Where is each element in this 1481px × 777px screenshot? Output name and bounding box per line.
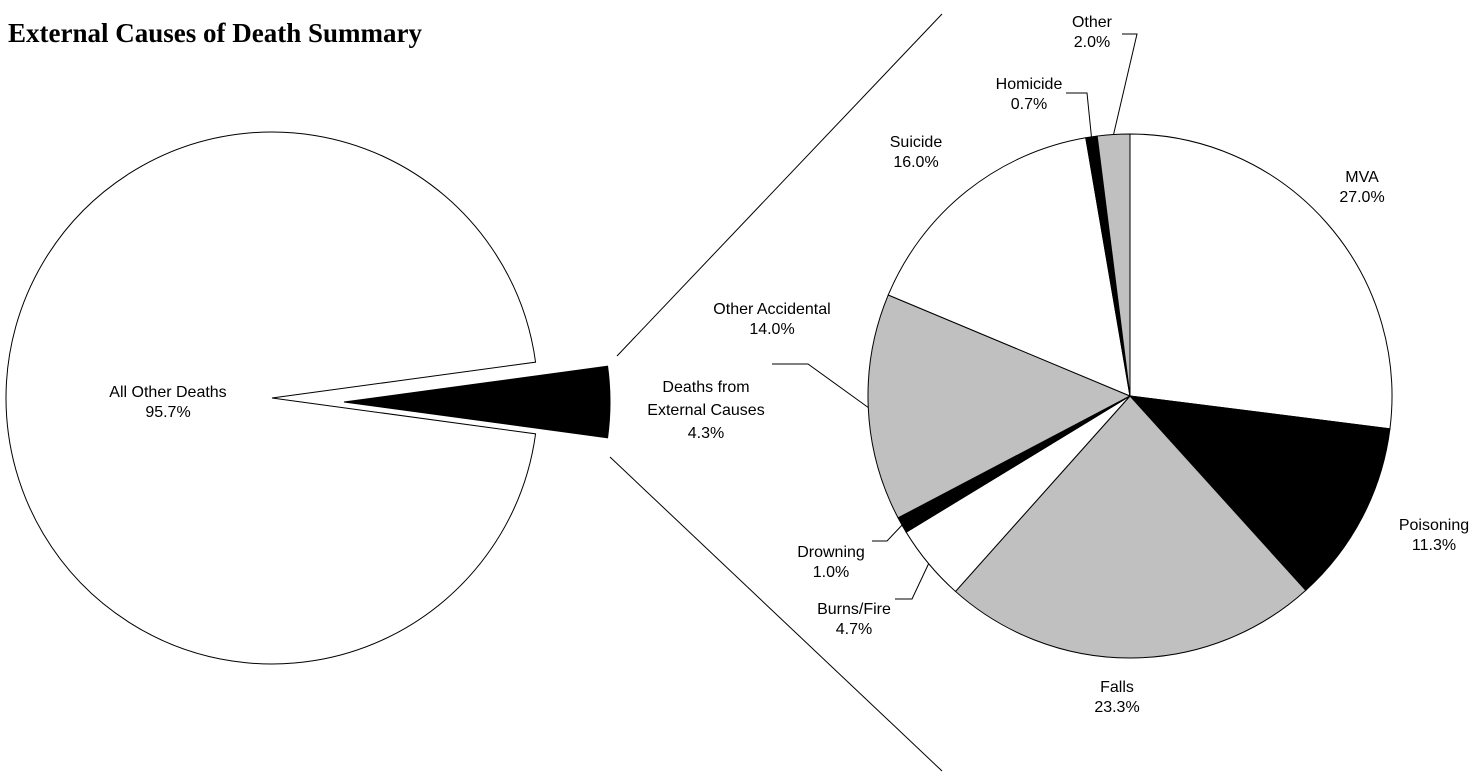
slice-falls xyxy=(954,395,1307,659)
label-deaths-from-external-causes-name: External Causes xyxy=(647,402,764,419)
label-homicide: Homicide 0.7% xyxy=(996,76,1063,113)
leader-line-homicide xyxy=(1066,92,1092,137)
label-suicide-value: 16.0% xyxy=(893,154,938,171)
label-homicide-name: Homicide xyxy=(996,76,1063,93)
label-other: Other 2.0% xyxy=(1072,14,1113,51)
label-homicide-value: 0.7% xyxy=(1011,96,1047,113)
label-deaths-from-external-causes-value: 4.3% xyxy=(688,425,724,442)
label-all-other-deaths-value: 95.7% xyxy=(145,404,190,421)
slice-all-other-deaths xyxy=(5,131,537,665)
label-drowning-value: 1.0% xyxy=(813,564,849,581)
slice-other xyxy=(1096,133,1131,397)
label-other-accidental-name: Other Accidental xyxy=(713,301,830,318)
slice-poisoning xyxy=(1128,395,1391,592)
label-falls-name: Falls xyxy=(1100,679,1134,696)
label-suicide-name: Suicide xyxy=(890,134,943,151)
label-other-value: 2.0% xyxy=(1074,34,1110,51)
label-burns-fire-value: 4.7% xyxy=(836,621,872,638)
label-drowning: Drowning 1.0% xyxy=(797,544,865,581)
label-drowning-name: Drowning xyxy=(797,544,865,561)
leader-line-other-accidental xyxy=(772,363,869,408)
leader-line-burns-fire xyxy=(895,563,930,600)
leader-line-other xyxy=(1113,33,1138,135)
connector-line-top xyxy=(616,13,943,357)
label-mva-value: 27.0% xyxy=(1339,189,1384,206)
label-poisoning-value: 11.3% xyxy=(1412,537,1456,554)
label-suicide: Suicide 16.0% xyxy=(890,134,943,171)
slice-mva xyxy=(1129,133,1393,430)
label-other-name: Other xyxy=(1072,14,1113,31)
label-deaths-from-external-causes-name: Deaths from xyxy=(662,379,749,396)
label-deaths-from-external-causes: Deaths from External Causes 4.3% xyxy=(647,379,764,442)
label-falls: Falls 23.3% xyxy=(1094,679,1139,716)
label-all-other-deaths: All Other Deaths 95.7% xyxy=(109,384,226,421)
slice-suicide xyxy=(887,137,1131,397)
chart-title: External Causes of Death Summary xyxy=(8,18,422,48)
label-mva-name: MVA xyxy=(1345,169,1379,186)
label-mva: MVA 27.0% xyxy=(1339,169,1384,206)
label-other-accidental: Other Accidental 14.0% xyxy=(713,301,830,338)
label-falls-value: 23.3% xyxy=(1094,699,1139,716)
label-all-other-deaths-name: All Other Deaths xyxy=(109,384,226,401)
label-burns-fire: Burns/Fire 4.7% xyxy=(817,601,891,638)
slice-deaths-from-external-causes xyxy=(343,365,611,439)
label-poisoning: Poisoning 11.3% xyxy=(1399,517,1469,554)
label-other-accidental-value: 14.0% xyxy=(749,321,794,338)
label-burns-fire-name: Burns/Fire xyxy=(817,601,891,618)
leader-line-drowning xyxy=(872,524,903,542)
label-poisoning-name: Poisoning xyxy=(1399,517,1469,534)
connector-line-bottom xyxy=(609,456,943,772)
